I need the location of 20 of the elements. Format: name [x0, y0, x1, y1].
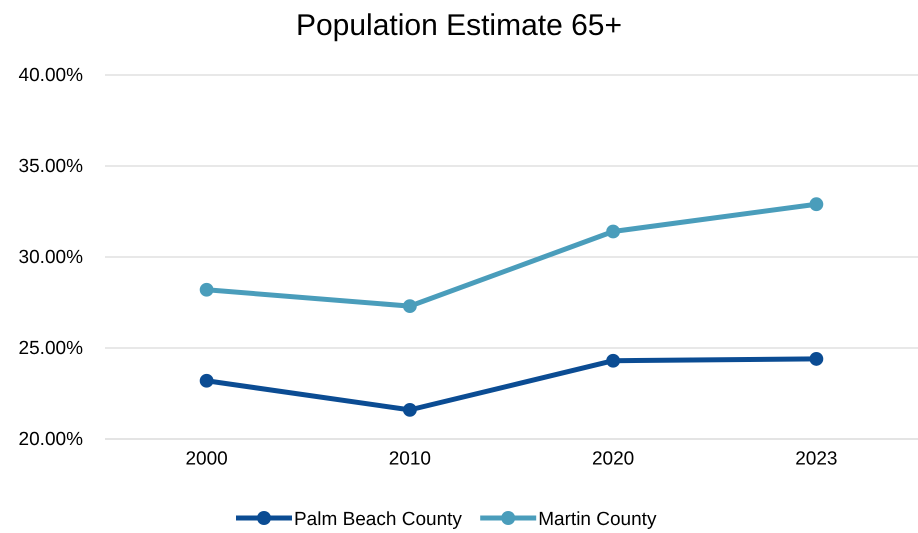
x-tick-label: 2010 — [388, 448, 432, 470]
x-tick-label: 2023 — [795, 448, 838, 470]
y-tick-label: 20.00% — [18, 429, 84, 450]
legend-label: Palm Beach County — [294, 509, 462, 530]
point — [200, 374, 214, 388]
point — [402, 402, 417, 417]
chart-title: Population Estimate 65+ — [296, 9, 622, 42]
point — [809, 352, 824, 366]
y-tick-label: 35.00% — [18, 156, 84, 178]
legend-label: Martin County — [538, 509, 657, 530]
y-tick-label: 25.00% — [18, 338, 84, 360]
point — [606, 354, 620, 368]
y-tick-label: 40.00% — [18, 65, 84, 86]
x-tick-label: 2020 — [592, 448, 634, 470]
y-tick-label: 30.00% — [18, 247, 84, 268]
point — [606, 224, 620, 238]
point — [809, 197, 824, 212]
point — [200, 282, 214, 297]
x-tick-label: 2000 — [185, 448, 228, 470]
point — [402, 299, 417, 314]
